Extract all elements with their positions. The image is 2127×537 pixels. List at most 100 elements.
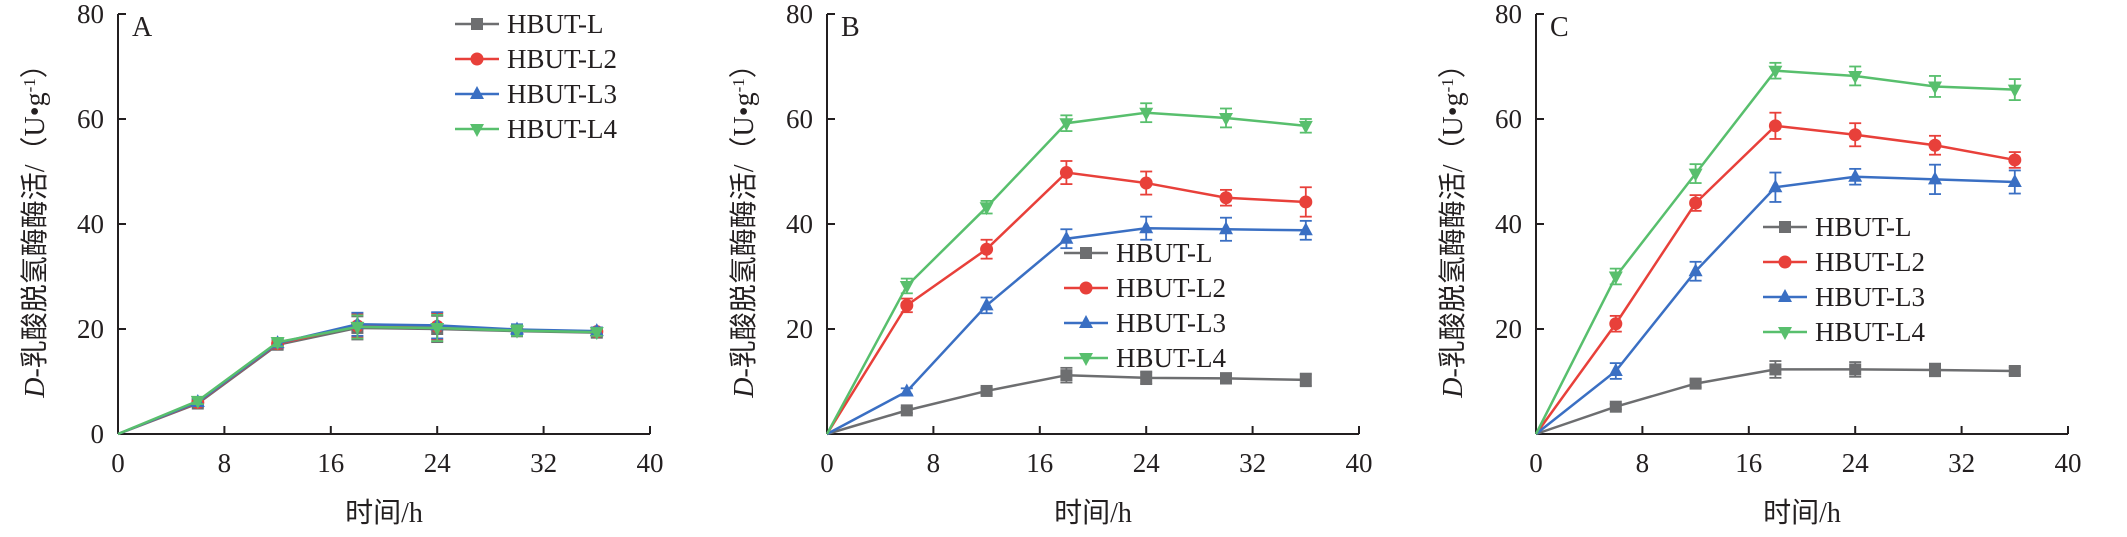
data-point — [1608, 363, 1623, 376]
legend-marker — [1079, 353, 1093, 366]
legend-marker — [1080, 247, 1092, 259]
series-line — [117, 323, 597, 436]
data-point — [899, 383, 914, 397]
x-tick-label: 16 — [1026, 448, 1053, 478]
series-hbut-l — [1535, 360, 2021, 436]
data-point — [979, 297, 994, 311]
data-point — [1848, 128, 1862, 142]
y-axis-title: D-乳酸脱氢酶酶活/（U•g-1） — [1437, 50, 1469, 399]
legend-label: HBUT-L2 — [1815, 247, 1925, 277]
data-point — [979, 202, 994, 216]
data-point — [1139, 220, 1154, 234]
x-tick-label: 8 — [1636, 448, 1650, 478]
data-point — [1848, 70, 1863, 84]
legend-marker — [470, 124, 484, 137]
chart-panel-b: 20 40 60 80 0 8 16 24 32 40 B 时间/h D-乳酸脱氢酶酶活/（U•g-1）… — [709, 0, 1418, 537]
legend-label: HBUT-L2 — [507, 44, 617, 74]
x-tick-label: 0 — [1529, 448, 1543, 478]
data-point — [1059, 118, 1074, 132]
data-point — [1928, 138, 1942, 152]
panel-label: C — [1550, 12, 1569, 43]
data-point — [1219, 112, 1233, 126]
data-point — [1219, 221, 1233, 235]
x-tick-label: 0 — [111, 448, 125, 478]
y-tick-label: 80 — [1495, 0, 1522, 29]
legend: HBUT-L HBUT-L2 HBUT-L3 HBUT-L4 — [455, 9, 618, 144]
x-tick-label: 0 — [820, 448, 834, 478]
data-point — [2007, 174, 2022, 187]
y-axis-title: D-乳酸脱氢酶酶活/（U•g-1） — [19, 50, 51, 399]
legend-marker — [1778, 289, 1792, 302]
chart-panel-c: 20 40 60 80 0 8 16 24 32 40 C 时间/h D-乳酸脱氢酶酶活/（U•g-1）… — [1418, 0, 2127, 537]
y-tick-label: 40 — [77, 209, 104, 239]
series-line — [826, 373, 1306, 436]
y-tick-label: 20 — [1495, 314, 1522, 344]
y-tick-label: 40 — [1495, 209, 1522, 239]
data-point — [1139, 176, 1153, 190]
legend-label: HBUT-L3 — [507, 79, 617, 109]
y-axis-title-italic: D — [20, 378, 51, 399]
legend: HBUT-L HBUT-L2 HBUT-L3 HBUT-L4 — [1064, 238, 1227, 373]
data-point — [270, 337, 285, 351]
legend-marker — [1778, 327, 1792, 340]
legend-label: HBUT-L — [1815, 212, 1912, 242]
data-point — [1689, 196, 1703, 210]
data-point — [589, 327, 604, 341]
data-point — [1688, 168, 1703, 182]
y-axis-title-main: -乳酸脱氢酶酶活/（U•g — [728, 92, 760, 377]
x-tick-label: 40 — [1346, 448, 1373, 478]
y-axis-title-sup: -1 — [20, 78, 39, 92]
x-tick-label: 8 — [218, 448, 232, 478]
series-hbut-l2 — [825, 160, 1313, 435]
data-point — [1060, 369, 1073, 382]
data-point — [1609, 317, 1623, 331]
legend-label: HBUT-L4 — [1815, 317, 1926, 347]
data-point — [1220, 372, 1232, 385]
legend-marker — [1079, 315, 1093, 328]
data-point — [1769, 363, 1782, 376]
data-point — [510, 325, 524, 339]
y-tick-label: 40 — [786, 209, 813, 239]
y-axis-title-end: ） — [728, 50, 760, 78]
data-point — [1849, 363, 1862, 376]
data-point — [1608, 271, 1623, 285]
series-line — [117, 325, 597, 436]
series-line — [826, 226, 1306, 436]
legend: HBUT-L HBUT-L2 HBUT-L3 HBUT-L4 — [1763, 212, 1926, 347]
series-line — [1535, 175, 2015, 435]
x-axis-title: 时间/h — [1763, 497, 1841, 529]
legend-label: HBUT-L — [507, 9, 604, 39]
panel-label: A — [132, 12, 153, 43]
data-point — [1928, 171, 1942, 185]
legend-label: HBUT-L — [1116, 238, 1213, 268]
panel-label: B — [841, 12, 860, 43]
series-line — [117, 326, 597, 436]
x-tick-label: 40 — [2055, 448, 2082, 478]
data-point — [2007, 84, 2022, 98]
y-tick-label: 20 — [77, 314, 104, 344]
data-point — [2008, 365, 2021, 377]
data-point — [1299, 195, 1313, 209]
y-axis-title-italic: D — [729, 378, 760, 399]
chart-panel-a: 20 40 60 80 0 0 8 16 24 32 40 A 时间/h D-乳酸脱氢酶酶活/（U•g-1… — [0, 0, 709, 537]
legend-marker — [1778, 255, 1792, 269]
data-point — [1768, 65, 1783, 79]
data-point — [900, 298, 914, 312]
legend-marker — [1079, 281, 1093, 295]
y-tick-label: 80 — [77, 0, 104, 29]
data-point — [190, 395, 205, 409]
data-point — [1688, 263, 1703, 277]
legend-label: HBUT-L2 — [1116, 273, 1226, 303]
y-axis-title-end: ） — [19, 50, 51, 78]
y-tick-label: 0 — [91, 419, 105, 449]
x-tick-label: 32 — [1239, 448, 1266, 478]
x-tick-label: 40 — [637, 448, 664, 478]
data-point — [2008, 153, 2022, 167]
series-hbut-l3 — [826, 215, 1313, 436]
series-hbut-l4 — [1534, 61, 2022, 435]
x-tick-label: 24 — [424, 448, 452, 478]
data-point — [430, 322, 445, 336]
y-tick-label: 60 — [1495, 104, 1522, 134]
data-point — [1059, 230, 1074, 244]
series-hbut-l4 — [117, 313, 604, 436]
